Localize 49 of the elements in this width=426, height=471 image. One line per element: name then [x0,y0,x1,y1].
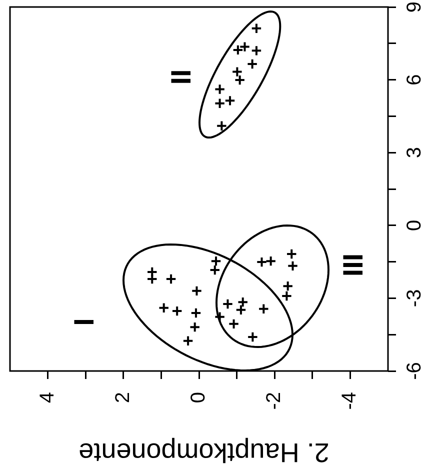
y-tick-label: 0 [404,220,426,231]
point [281,290,292,302]
x-axis-title: 2. Hauptkomponente [78,438,330,468]
y-tick-label: 6 [404,74,426,86]
point [250,22,262,34]
point [282,280,294,292]
point [256,256,268,268]
point [237,296,248,308]
point [228,318,240,330]
point [239,41,250,52]
y-tick-label: -6 [404,362,426,380]
point [286,248,298,260]
x-tick-label: 2 [112,392,134,404]
x-tick-label: 4 [36,392,58,404]
point [216,120,228,132]
point [250,45,262,56]
point [191,285,202,297]
point [232,44,244,56]
point [265,255,276,267]
point [258,303,270,314]
x-tick-label: -2 [263,392,286,410]
annotation: III [338,253,369,277]
point [171,305,183,317]
annotation: I [68,318,100,326]
point [190,307,202,319]
point [214,311,226,322]
point [224,95,236,106]
point [146,273,158,285]
point [182,335,194,347]
x-tick-label: -4 [338,392,361,410]
point [158,302,170,314]
point [246,58,258,70]
point [214,98,226,109]
point [232,66,243,78]
point [222,298,234,310]
y-tick-label: 3 [404,147,426,158]
point [235,304,247,316]
point [214,84,226,95]
point [210,255,222,267]
point [234,74,246,86]
point [247,331,258,343]
annotation: II [166,69,197,85]
y-tick-label: -3 [404,289,426,308]
point [189,321,200,333]
point [165,273,177,285]
y-tick-label: 9 [404,1,426,13]
x-tick-label: 0 [188,392,210,404]
point [287,260,298,272]
point [209,264,220,276]
